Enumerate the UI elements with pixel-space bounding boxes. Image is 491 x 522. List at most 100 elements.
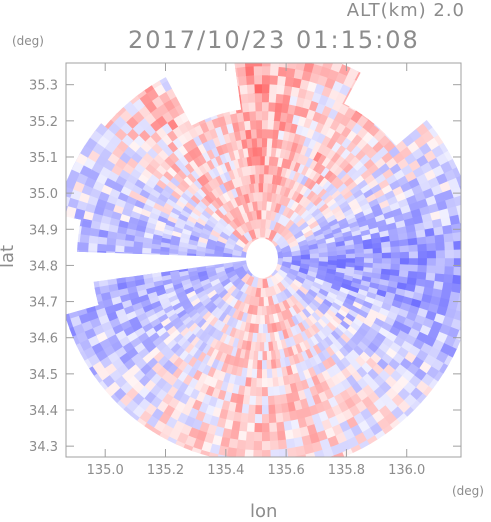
velocity-cell: [115, 426, 130, 441]
velocity-cell: [383, 36, 400, 51]
velocity-cell: [381, 77, 396, 92]
velocity-cell: [43, 239, 53, 251]
velocity-cell: [461, 274, 472, 286]
velocity-cell: [237, 3, 251, 14]
velocity-cell: [323, 11, 339, 24]
velocity-cell: [295, 50, 308, 62]
velocity-cell: [136, 430, 151, 444]
velocity-cell: [249, 21, 262, 31]
velocity-cell: [121, 419, 136, 434]
velocity-cell: [70, 274, 81, 285]
velocity-cell: [56, 302, 68, 315]
velocity-cell: [16, 237, 26, 251]
velocity-cell: [248, 3, 262, 13]
velocity-cell: [230, 85, 241, 96]
velocity-cell: [88, 265, 98, 275]
velocity-cell: [82, 379, 97, 394]
velocity-cell: [310, 258, 320, 264]
velocity-cell: [124, 264, 134, 272]
velocity-cell: [471, 237, 481, 249]
velocity-cell: [476, 325, 489, 340]
velocity-cell: [374, 51, 390, 66]
velocity-cell: [350, 29, 366, 43]
velocity-cell: [162, 18, 178, 32]
velocity-cell: [74, 397, 89, 413]
velocity-cell: [78, 98, 94, 114]
velocity-cell: [150, 258, 160, 264]
velocity-cell: [204, 258, 214, 264]
velocity-cell: [422, 88, 438, 104]
velocity-cell: [33, 317, 46, 332]
velocity-cell: [186, 253, 196, 259]
velocity-cell: [361, 75, 375, 89]
velocity-cell: [395, 89, 410, 104]
velocity-cell: [150, 63, 165, 77]
velocity-cell: [15, 247, 25, 260]
velocity-cell: [100, 76, 116, 92]
velocity-cell: [260, 48, 271, 58]
velocity-cell: [43, 277, 54, 290]
velocity-cell: [479, 315, 491, 330]
velocity-cell: [331, 22, 346, 35]
velocity-cell: [428, 82, 444, 98]
velocity-cell: [210, 70, 222, 82]
velocity-cell: [462, 109, 478, 126]
velocity-cell: [401, 82, 416, 97]
velocity-cell: [161, 445, 176, 459]
velocity-cell: [15, 258, 25, 271]
velocity-cell: [377, 97, 391, 111]
velocity-cell: [178, 32, 193, 45]
velocity-cell: [287, 40, 300, 51]
velocity-cell: [259, 12, 272, 22]
velocity-cell: [462, 375, 477, 391]
velocity-cell: [484, 171, 491, 187]
velocity-cell: [477, 347, 491, 363]
velocity-cell: [152, 22, 168, 36]
velocity-cell: [452, 357, 466, 372]
velocity-cell: [484, 204, 491, 218]
velocity-cell: [187, 97, 199, 110]
velocity-cell: [6, 258, 16, 272]
velocity-cell: [410, 411, 425, 426]
velocity-cell: [311, 478, 326, 490]
velocity-cell: [194, 46, 208, 59]
velocity-cell: [365, 99, 379, 113]
velocity-cell: [463, 169, 476, 184]
velocity-cell: [188, 484, 203, 497]
velocity-cell: [241, 494, 255, 504]
velocity-cell: [15, 322, 28, 338]
velocity-cell: [73, 119, 88, 135]
velocity-cell: [96, 251, 106, 260]
velocity-cell: [294, 500, 309, 512]
velocity-cell: [250, 30, 262, 40]
velocity-cell: [428, 430, 444, 446]
velocity-cell: [477, 216, 488, 230]
velocity-cell: [129, 65, 144, 80]
velocity-cell: [282, 484, 296, 495]
velocity-cell: [88, 273, 99, 283]
velocity-cell: [7, 225, 18, 240]
velocity-cell: [209, 490, 224, 502]
velocity-cell: [417, 404, 432, 419]
velocity-cell: [66, 403, 82, 419]
velocity-cell: [303, 52, 316, 64]
velocity-cell: [291, 13, 305, 24]
velocity-cell: [457, 397, 473, 414]
velocity-cell: [469, 283, 480, 296]
velocity-cell: [92, 110, 107, 125]
velocity-cell: [260, 39, 272, 49]
velocity-cell: [122, 37, 139, 52]
velocity-cell: [72, 363, 86, 378]
velocity-cell: [470, 227, 481, 240]
velocity-cell: [301, 15, 316, 27]
y-tick-label: 34.8: [29, 259, 58, 274]
velocity-cell: [7, 280, 18, 295]
velocity-cell: [167, 55, 182, 69]
y-tick-label: 35.3: [29, 79, 58, 94]
velocity-cell: [231, 484, 245, 495]
velocity-cell: [262, 477, 274, 487]
velocity-cell: [115, 264, 125, 272]
velocity-cell: [450, 392, 466, 408]
velocity-cell: [110, 56, 126, 71]
velocity-cell: [344, 46, 359, 60]
